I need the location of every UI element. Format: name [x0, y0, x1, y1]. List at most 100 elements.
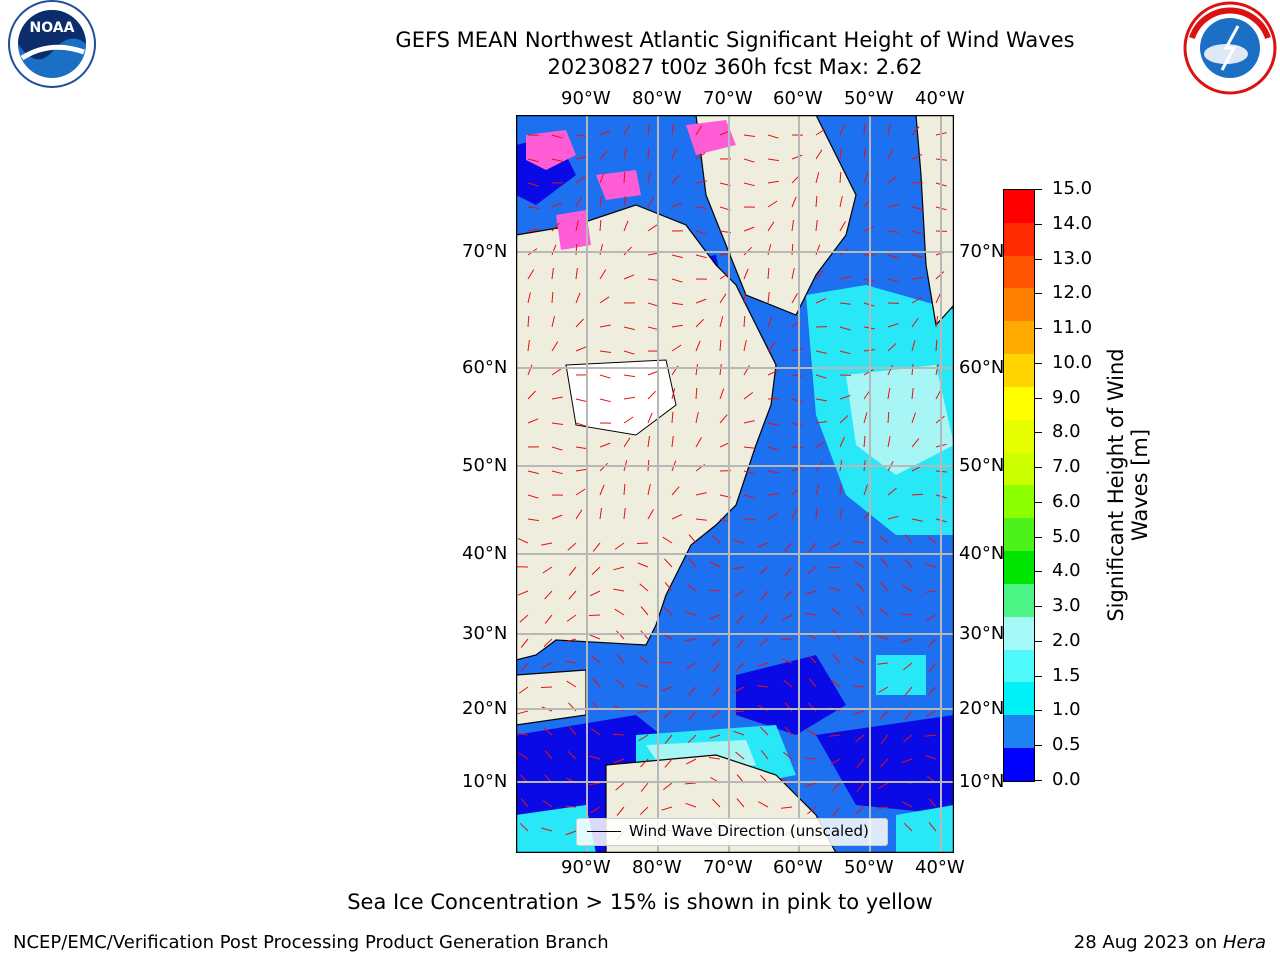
wind-arrow: [614, 542, 625, 550]
wind-arrow: [911, 230, 923, 235]
wind-arrow: [878, 782, 889, 789]
colorbar-tick-label: 7.0: [1052, 456, 1081, 478]
wind-arrow: [664, 558, 673, 568]
wind-arrow: [575, 197, 583, 208]
wind-arrow: [688, 710, 697, 720]
lat-label-left: 30°N: [462, 623, 508, 644]
wind-arrow: [664, 734, 673, 744]
wind-arrow: [735, 751, 745, 760]
wind-arrow: [791, 348, 803, 352]
wind-arrow: [815, 421, 827, 424]
lon-label-bottom: 70°W: [703, 857, 753, 878]
wind-arrow: [647, 412, 653, 424]
wind-arrow: [807, 806, 817, 815]
wind-arrow: [839, 276, 851, 280]
wind-arrow: [887, 230, 899, 233]
wind-arrow: [637, 683, 649, 688]
wind-arrow: [782, 751, 793, 760]
wind-arrow: [686, 758, 697, 765]
wind-arrow: [911, 317, 919, 328]
wind-arrow: [887, 278, 899, 283]
wind-arrow: [901, 758, 913, 763]
wind-arrow: [815, 374, 827, 379]
lon-label-top: 90°W: [561, 88, 611, 109]
wind-arrow: [664, 582, 673, 592]
wind-arrow: [599, 398, 611, 403]
wind-arrow: [591, 566, 601, 575]
wind-arrow: [767, 422, 779, 426]
wind-arrow: [839, 350, 851, 355]
wind-arrow: [784, 726, 793, 736]
wind-arrow: [551, 202, 563, 208]
wind-arrow: [791, 220, 794, 232]
colorbar-tick-label: 10.0: [1052, 351, 1093, 373]
colorbar-tick-mark: [1034, 571, 1042, 573]
wind-arrow: [877, 806, 889, 809]
wind-arrow: [662, 782, 673, 791]
wind-arrow: [684, 782, 697, 785]
colorbar-segment: [1004, 748, 1034, 781]
colorbar-tick-mark: [1034, 293, 1042, 295]
lon-label-top: 80°W: [632, 88, 682, 109]
lon-label-top: 50°W: [844, 88, 894, 109]
wind-arrow: [517, 710, 529, 715]
colorbar-segment: [1004, 190, 1034, 223]
wind-arrow: [527, 518, 539, 522]
wind-arrow: [767, 342, 776, 352]
wind-arrow: [551, 422, 563, 425]
wind-arrow: [599, 269, 607, 280]
wind-arrow: [911, 126, 920, 136]
wind-arrow: [767, 180, 779, 184]
map-panel: Wind Wave Direction (unscaled): [516, 115, 954, 853]
wind-arrow: [925, 734, 937, 737]
wind-arrow: [636, 542, 649, 544]
colorbar-tick-label: 14.0: [1052, 212, 1093, 234]
wind-arrow: [695, 180, 707, 184]
wind-arrow: [887, 487, 897, 496]
wind-arrow: [760, 590, 769, 600]
wind-arrow: [685, 611, 697, 616]
wind-arrow: [599, 350, 611, 353]
wind-arrow: [709, 561, 721, 568]
wind-arrow: [566, 614, 577, 622]
wind-arrow: [791, 398, 803, 403]
wind-arrow: [887, 343, 897, 352]
wind-arrow: [781, 806, 793, 809]
wind-arrow: [599, 150, 608, 160]
wind-arrow: [911, 153, 923, 160]
wind-arrow: [671, 486, 680, 496]
wind-arrow: [903, 558, 913, 568]
wind-arrow: [877, 662, 889, 665]
wind-arrow: [878, 686, 889, 693]
wind-arrow: [887, 323, 899, 328]
wind-arrow: [712, 662, 721, 672]
wind-arrow: [527, 292, 531, 304]
wind-arrow: [640, 606, 649, 616]
noaa-logo: NOAA: [0, 0, 104, 88]
wind-arrow: [791, 243, 794, 256]
wind-arrow: [757, 685, 769, 688]
lon-label-top: 40°W: [915, 88, 965, 109]
wind-arrow: [527, 494, 539, 499]
wind-arrow: [623, 350, 635, 355]
colorbar-segment: [1004, 551, 1034, 584]
colorbar-segment: [1004, 485, 1034, 519]
colorbar-tick-mark: [1034, 710, 1042, 712]
wind-arrow: [575, 446, 587, 450]
wind-arrow: [887, 254, 899, 259]
wind-arrow: [927, 686, 937, 696]
wind-arrow: [719, 388, 725, 400]
colorbar-tick-label: 4.0: [1052, 560, 1081, 582]
wind-arrow: [719, 293, 727, 304]
title-line-1: GEFS MEAN Northwest Atlantic Significant…: [395, 28, 1075, 52]
wind-arrow: [815, 270, 824, 280]
wind-arrow: [887, 124, 891, 136]
wind-arrow: [551, 368, 562, 376]
wind-arrow: [613, 588, 625, 592]
wind-arrow: [551, 134, 563, 139]
wind-arrow: [671, 174, 680, 184]
wind-arrow: [567, 542, 577, 551]
wind-arrow: [591, 655, 601, 664]
ocean-high-region: [646, 365, 954, 775]
wind-arrow: [935, 292, 941, 304]
